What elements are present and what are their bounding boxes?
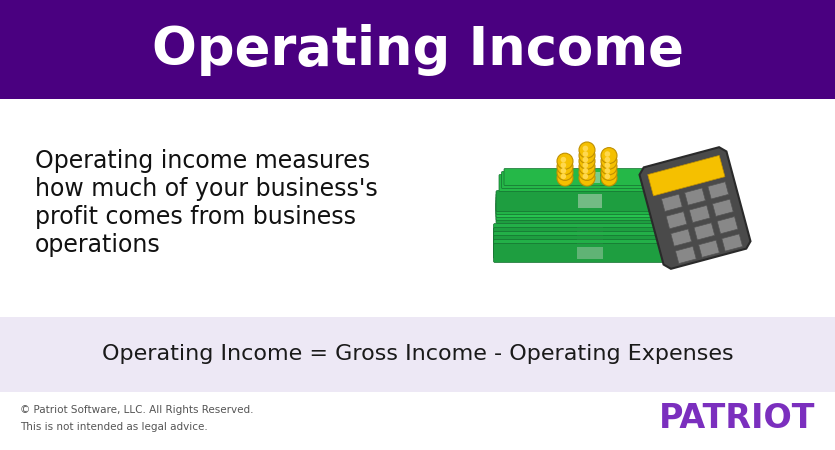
Circle shape [601, 153, 617, 169]
FancyBboxPatch shape [493, 243, 686, 262]
Text: operations: operations [35, 233, 161, 257]
Circle shape [557, 153, 573, 169]
Circle shape [560, 157, 566, 162]
Circle shape [583, 151, 588, 157]
Bar [578, 206, 602, 220]
Circle shape [601, 159, 617, 175]
Bar [577, 231, 603, 243]
FancyBboxPatch shape [496, 190, 684, 212]
FancyBboxPatch shape [493, 224, 686, 243]
Polygon shape [694, 223, 715, 240]
FancyBboxPatch shape [496, 202, 684, 224]
Circle shape [579, 148, 595, 164]
Circle shape [579, 159, 595, 175]
Bar [578, 197, 602, 211]
Bar [577, 235, 603, 247]
FancyBboxPatch shape [496, 194, 684, 215]
Bar [0, 0, 835, 99]
Polygon shape [712, 199, 733, 216]
Circle shape [560, 174, 566, 179]
Text: profit comes from business: profit comes from business [35, 205, 356, 229]
Circle shape [583, 174, 588, 179]
Polygon shape [717, 216, 738, 234]
FancyBboxPatch shape [499, 175, 681, 192]
Circle shape [601, 170, 617, 186]
Bar [580, 175, 600, 185]
Bar [580, 177, 600, 189]
Text: This is not intended as legal advice.: This is not intended as legal advice. [20, 422, 208, 432]
Circle shape [583, 146, 588, 151]
Circle shape [601, 148, 617, 164]
Polygon shape [676, 246, 696, 264]
Circle shape [583, 168, 588, 174]
Bar [577, 247, 603, 259]
Circle shape [557, 159, 573, 175]
Bar [577, 243, 603, 255]
Polygon shape [690, 205, 710, 223]
Bar [578, 194, 602, 208]
Text: how much of your business's: how much of your business's [35, 177, 377, 201]
Circle shape [579, 142, 595, 158]
Text: Operating Income = Gross Income - Operating Expenses: Operating Income = Gross Income - Operat… [102, 345, 733, 364]
Circle shape [601, 164, 617, 180]
Bar [578, 203, 602, 217]
Circle shape [605, 168, 610, 174]
Bar [578, 200, 602, 214]
Circle shape [557, 164, 573, 180]
FancyBboxPatch shape [496, 197, 684, 217]
Polygon shape [685, 188, 706, 205]
Polygon shape [699, 240, 720, 257]
Bar [577, 239, 603, 251]
FancyBboxPatch shape [504, 168, 676, 185]
Circle shape [579, 153, 595, 169]
Text: PATRIOT: PATRIOT [659, 401, 815, 435]
Text: Operating Income: Operating Income [152, 23, 683, 76]
FancyBboxPatch shape [493, 235, 686, 255]
FancyBboxPatch shape [496, 199, 684, 220]
Circle shape [605, 174, 610, 179]
Polygon shape [640, 147, 751, 269]
FancyBboxPatch shape [493, 231, 686, 251]
Circle shape [605, 162, 610, 168]
Circle shape [557, 170, 573, 186]
FancyBboxPatch shape [493, 228, 686, 247]
Circle shape [560, 168, 566, 174]
Bar [580, 171, 600, 183]
Polygon shape [671, 229, 691, 246]
FancyBboxPatch shape [502, 171, 679, 189]
Text: Operating income measures: Operating income measures [35, 149, 370, 173]
Bar [0, 317, 835, 392]
Polygon shape [708, 182, 729, 199]
Circle shape [583, 157, 588, 162]
FancyBboxPatch shape [493, 239, 686, 258]
Circle shape [605, 151, 610, 157]
Circle shape [583, 162, 588, 168]
Polygon shape [648, 155, 725, 196]
Polygon shape [661, 194, 682, 212]
Circle shape [560, 162, 566, 168]
Text: © Patriot Software, LLC. All Rights Reserved.: © Patriot Software, LLC. All Rights Rese… [20, 405, 254, 415]
Circle shape [579, 164, 595, 180]
Polygon shape [666, 212, 687, 229]
Circle shape [605, 157, 610, 162]
Polygon shape [721, 234, 742, 251]
Circle shape [579, 170, 595, 186]
Bar [577, 227, 603, 239]
